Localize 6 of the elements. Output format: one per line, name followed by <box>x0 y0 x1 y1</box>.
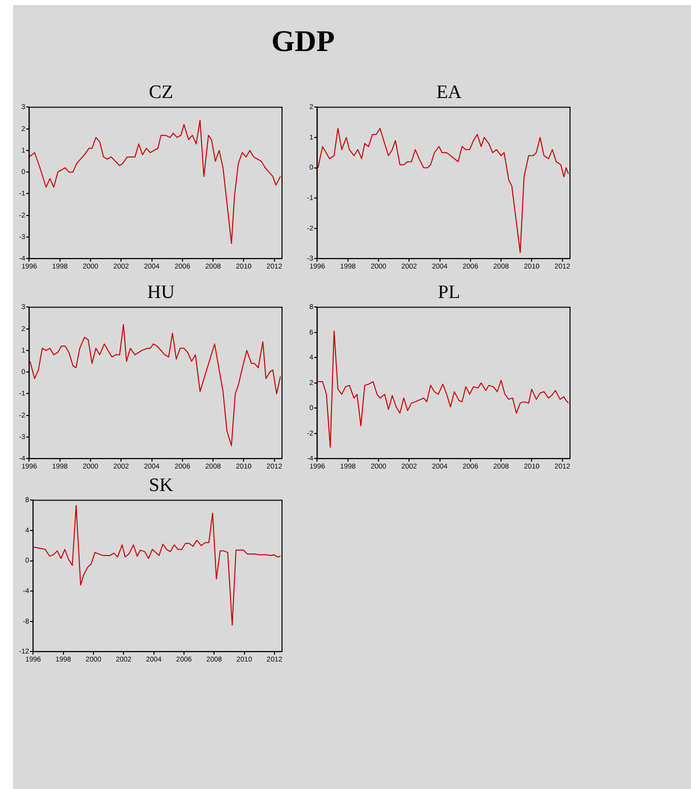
chart-title: CZ <box>148 82 174 104</box>
text: GDP <box>270 25 336 59</box>
chart-title: HU <box>146 282 176 304</box>
chart-title: SK <box>148 475 174 497</box>
chart-title: EA <box>435 82 463 104</box>
chart-title: PL <box>436 282 462 304</box>
